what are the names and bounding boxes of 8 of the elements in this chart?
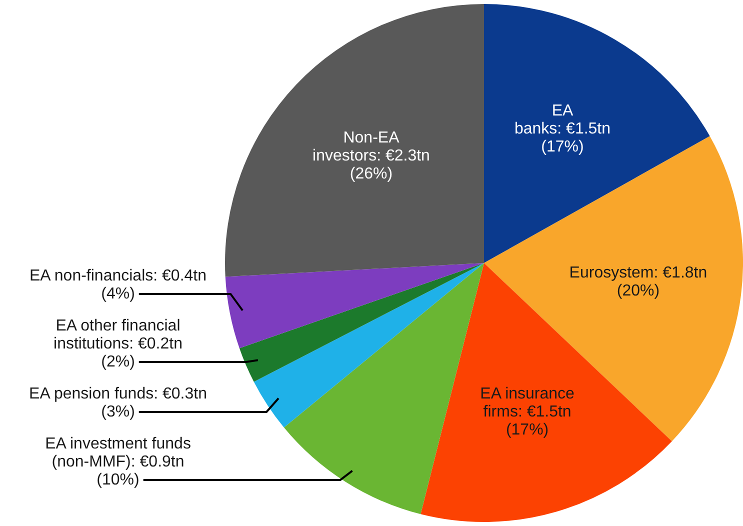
slice-label: EA other financial institutions: €0.2tn (2%) [54,317,182,370]
slice-label: Non-EA investors: €2.3tn (26%) [312,129,430,182]
slice-label: EA non-financials: €0.4tn (4%) [29,267,207,302]
slice-label: EA banks: €1.5tn (17%) [514,102,611,156]
slice-label: Eurosystem: €1.8tn (20%) [569,264,708,300]
slice-label: EA pension funds: €0.3tn (3%) [29,385,207,420]
slice-label: EA insurance firms: €1.5tn (17%) [480,386,575,439]
slice-label: EA investment funds (non-MMF): €0.9tn (10%) [45,435,191,488]
